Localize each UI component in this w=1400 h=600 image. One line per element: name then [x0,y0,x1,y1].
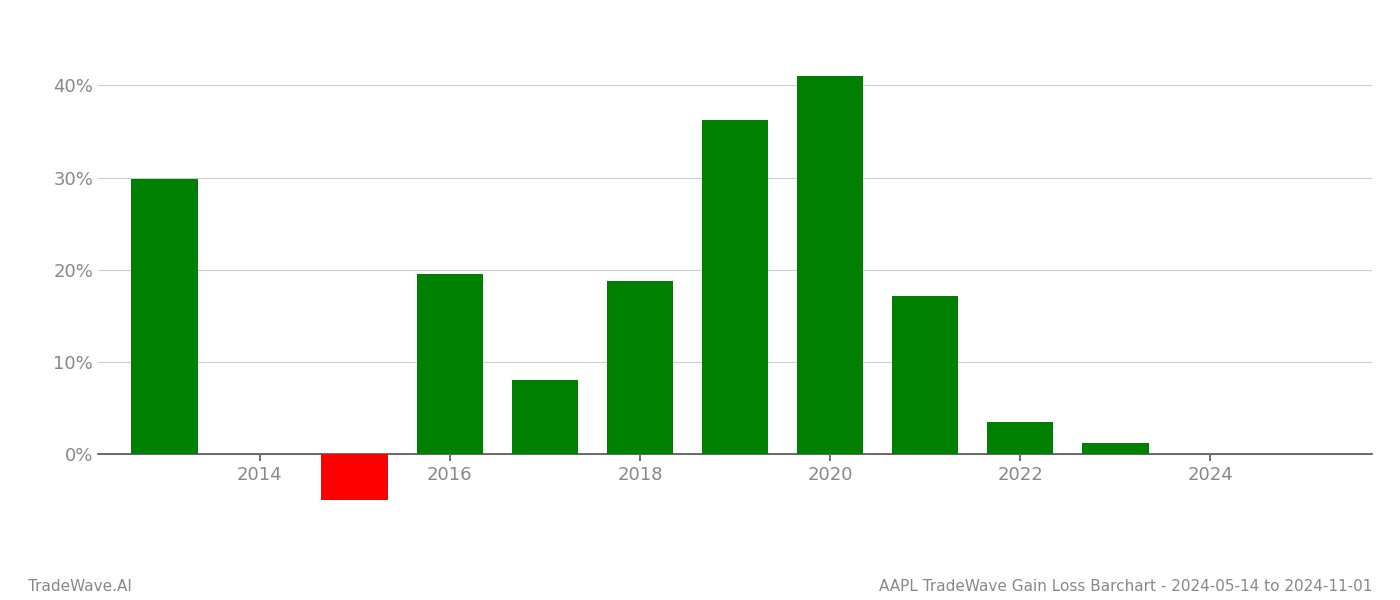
Bar [511,380,578,454]
Bar [797,76,864,454]
Bar [892,296,959,454]
Bar [417,274,483,454]
Text: AAPL TradeWave Gain Loss Barchart - 2024-05-14 to 2024-11-01: AAPL TradeWave Gain Loss Barchart - 2024… [879,579,1372,594]
Text: TradeWave.AI: TradeWave.AI [28,579,132,594]
Bar [606,281,673,454]
Bar [701,121,769,454]
Bar [322,454,388,500]
Bar [1082,443,1148,454]
Bar [132,179,197,454]
Bar [987,422,1053,454]
